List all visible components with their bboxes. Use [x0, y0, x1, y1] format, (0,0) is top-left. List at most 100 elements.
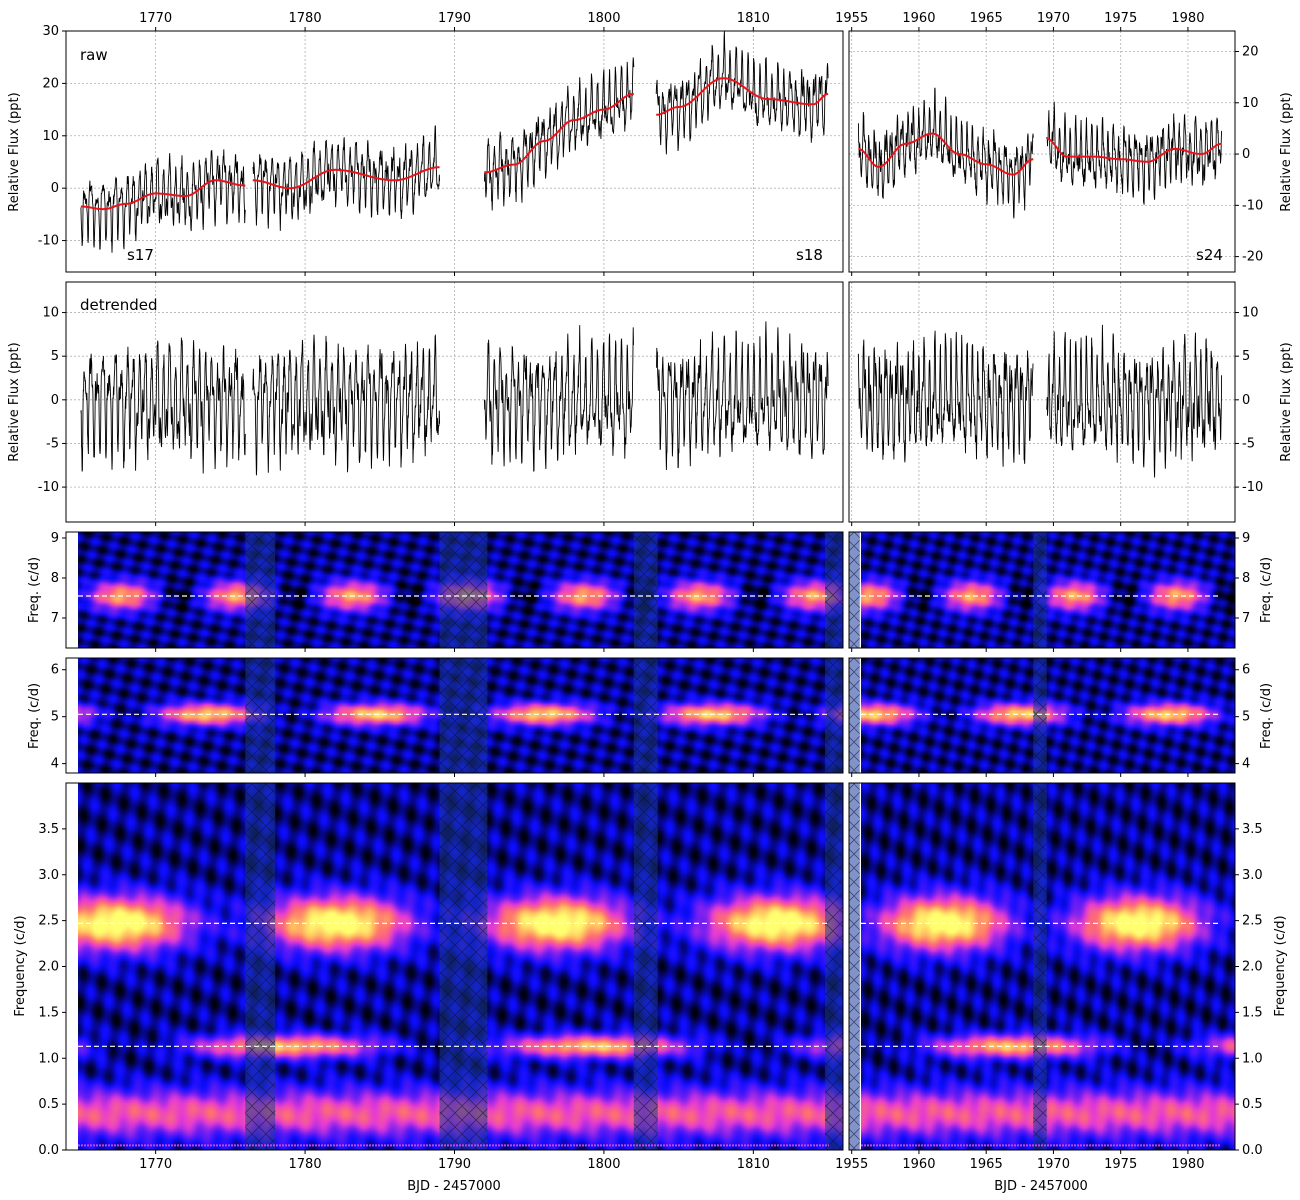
y-tick-label: 10 — [1242, 96, 1259, 111]
xlabel-right: BJD - 2457000 — [994, 1179, 1088, 1194]
wavelet-image-right — [861, 532, 1235, 648]
x-tick-label: 1770 — [139, 1157, 172, 1172]
data-gap-band-hatch — [245, 658, 276, 773]
y-tick-label: 2.0 — [1242, 960, 1263, 975]
data-gap-band-hatch — [825, 783, 843, 1150]
panels-layer: -10 0 10 20 30 1770 1780 1790 1800 1810 -20 -10 0 10 2… — [38, 11, 1263, 1172]
raw-panel-right-frame — [848, 30, 1236, 273]
sector-label-s24: s24 — [1196, 246, 1223, 264]
trend-line-raw-left — [484, 92, 634, 174]
y-tick-label: 0 — [51, 181, 59, 196]
y-tick-label: 3.0 — [38, 868, 59, 883]
x-tick-label: 1955 — [835, 1157, 868, 1172]
x-tick-label: 1790 — [438, 1157, 471, 1172]
ylabel-wavelet-mid-right: Freq. (c/d) — [1259, 683, 1274, 749]
x-tick-label: 1970 — [1037, 11, 1070, 26]
labels-layer: raw s17 s18 s24 detrended Relative Flux … — [7, 46, 1294, 1194]
x-tick-label: 1980 — [1171, 11, 1204, 26]
x-tick-label: 1780 — [289, 1157, 322, 1172]
data-gap-band-hatch — [849, 658, 860, 773]
x-tick-label: 1955 — [835, 11, 868, 26]
y-tick-label: 8 — [51, 571, 59, 586]
y-tick-label: 3.5 — [38, 822, 59, 837]
data-gap-band-hatch — [825, 532, 843, 648]
ylabel-raw-right: Relative Flux (ppt) — [1279, 92, 1294, 211]
flux-series-detrended-left — [483, 325, 635, 472]
y-tick-label: 0.5 — [1242, 1097, 1263, 1112]
y-tick-label: 6 — [51, 663, 59, 678]
wavelet-image-right — [861, 658, 1235, 773]
flux-series-detrended-left — [252, 333, 441, 476]
y-tick-label: -10 — [38, 480, 59, 495]
flux-series-raw-right — [1046, 101, 1223, 205]
detrended-panel-right-frame — [848, 281, 1236, 523]
y-tick-label: 6 — [1242, 663, 1250, 678]
wavelet-image-right — [861, 783, 1235, 1150]
x-tick-label: 1790 — [438, 11, 471, 26]
x-tick-label: 1810 — [737, 1157, 770, 1172]
flux-series-raw-right — [857, 87, 1034, 219]
data-gap-band-hatch — [633, 783, 658, 1150]
y-tick-label: 1.5 — [38, 1005, 59, 1020]
wavelet-panel-right-frame — [848, 531, 1236, 649]
x-tick-label: 1800 — [587, 11, 620, 26]
y-tick-label: 2.5 — [38, 914, 59, 929]
x-tick-label: 1810 — [737, 11, 770, 26]
data-gap-band-hatch — [1033, 658, 1047, 773]
flux-series-detrended-left — [80, 337, 246, 474]
y-tick-label: 9 — [1242, 531, 1250, 546]
x-tick-label: 1970 — [1037, 1157, 1070, 1172]
trend-line-raw-right — [1046, 137, 1222, 163]
ylabel-wavelet-low-right: Frequency (c/d) — [1273, 915, 1288, 1016]
data-gap-band-hatch — [439, 783, 488, 1150]
data-gap-band-hatch — [1033, 532, 1047, 648]
y-tick-label: -10 — [1242, 480, 1263, 495]
y-tick-label: -10 — [1242, 198, 1263, 213]
data-gap-band-hatch — [245, 532, 276, 648]
y-tick-label: 4 — [51, 757, 59, 772]
y-tick-label: 7 — [1242, 611, 1250, 626]
ylabel-raw-left: Relative Flux (ppt) — [7, 92, 22, 211]
data-gap-band-hatch — [633, 658, 658, 773]
x-tick-label: 1780 — [289, 11, 322, 26]
flux-series-raw-left — [483, 57, 635, 211]
y-tick-label: 7 — [51, 611, 59, 626]
y-tick-label: 9 — [51, 531, 59, 546]
data-gap-band-hatch — [849, 783, 860, 1150]
x-tick-label: 1975 — [1104, 1157, 1137, 1172]
flux-series-detrended-right — [857, 330, 1034, 467]
y-tick-label: -5 — [46, 436, 59, 451]
flux-series-raw-left — [655, 31, 829, 155]
wavelet-panel-right-frame — [848, 657, 1236, 774]
grid-[object Object] — [66, 282, 843, 522]
ylabel-wavelet-low-left: Frequency (c/d) — [13, 915, 28, 1016]
y-tick-label: 1.0 — [1242, 1051, 1263, 1066]
y-tick-label: 5 — [51, 710, 59, 725]
y-tick-label: 1.5 — [1242, 1005, 1263, 1020]
flux-series-raw-left — [80, 149, 246, 253]
x-tick-label: 1975 — [1104, 11, 1137, 26]
ylabel-wavelet-high-left: Freq. (c/d) — [27, 557, 42, 623]
y-tick-label: 0.0 — [38, 1143, 59, 1158]
x-tick-label: 1965 — [970, 1157, 1003, 1172]
grid-[object Object] — [66, 31, 843, 272]
x-tick-label: 1980 — [1171, 1157, 1204, 1172]
data-gap-band-hatch — [245, 783, 276, 1150]
data-gap-band-hatch — [849, 532, 860, 648]
trend-line-raw-left — [252, 166, 440, 190]
y-tick-label: 2.5 — [1242, 914, 1263, 929]
y-tick-label: 5 — [1242, 710, 1250, 725]
ylabel-detrended-right: Relative Flux (ppt) — [1279, 342, 1294, 461]
raw-panel-label: raw — [80, 46, 108, 64]
y-tick-label: 8 — [1242, 571, 1250, 586]
y-tick-label: 2.0 — [38, 960, 59, 975]
y-tick-label: 0 — [1242, 393, 1250, 408]
ylabel-detrended-left: Relative Flux (ppt) — [7, 342, 22, 461]
y-tick-label: -10 — [38, 234, 59, 249]
y-tick-label: 4 — [1242, 757, 1250, 772]
trend-line-raw-left — [80, 179, 246, 211]
data-gap-band-hatch — [439, 532, 488, 648]
x-tick-label: 1965 — [970, 11, 1003, 26]
x-tick-label: 1960 — [902, 1157, 935, 1172]
